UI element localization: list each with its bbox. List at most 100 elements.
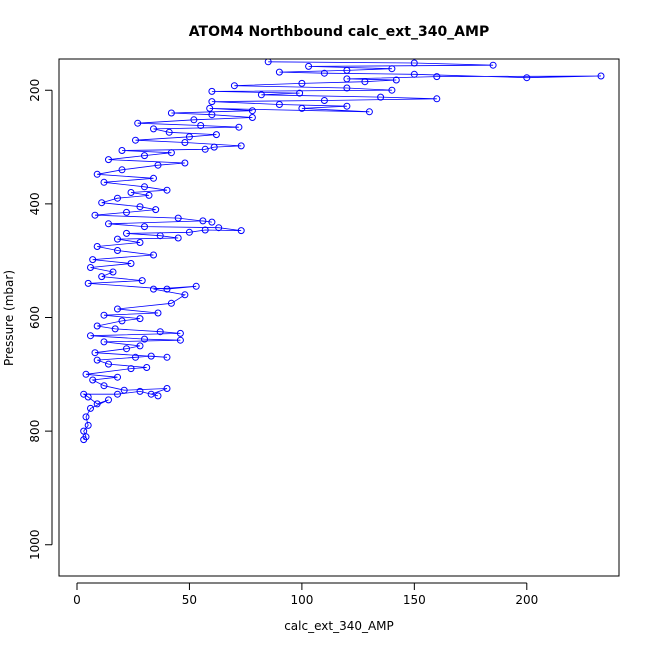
data-point xyxy=(208,111,216,119)
data-point xyxy=(201,226,209,234)
data-point xyxy=(143,364,151,371)
data-point xyxy=(343,75,351,83)
data-point xyxy=(237,227,245,235)
data-point xyxy=(523,74,531,82)
data-point xyxy=(163,385,171,392)
data-point xyxy=(192,282,200,290)
series-group xyxy=(80,59,605,444)
data-point xyxy=(163,285,171,293)
data-point xyxy=(185,133,193,141)
data-point xyxy=(152,206,160,214)
data-point xyxy=(136,342,144,350)
data-point xyxy=(98,199,106,207)
data-point xyxy=(87,264,94,271)
data-point xyxy=(123,229,130,237)
data-point xyxy=(167,109,175,117)
data-point xyxy=(176,329,184,337)
data-point xyxy=(365,108,373,116)
y-tick-label: 1000 xyxy=(28,529,42,560)
data-point xyxy=(147,390,155,398)
data-point xyxy=(597,72,605,80)
data-point xyxy=(489,61,497,69)
data-point xyxy=(114,194,121,202)
data-point xyxy=(114,390,121,398)
data-point xyxy=(298,79,306,87)
data-point xyxy=(82,370,90,378)
data-point xyxy=(114,247,121,254)
data-point xyxy=(208,218,216,226)
data-point xyxy=(114,305,121,313)
data-point xyxy=(248,114,256,121)
data-point xyxy=(118,317,126,325)
data-point xyxy=(275,68,283,76)
data-point xyxy=(176,336,184,344)
data-point xyxy=(181,291,189,299)
x-axis-label: calc_ext_340_AMP xyxy=(284,619,394,633)
data-point xyxy=(212,131,220,139)
data-point xyxy=(174,214,182,222)
chart-title: ATOM4 Northbound calc_ext_340_AMP xyxy=(189,24,489,40)
data-point xyxy=(320,69,328,77)
data-point xyxy=(147,352,155,360)
data-point xyxy=(141,183,148,191)
data-point xyxy=(156,328,164,336)
data-point xyxy=(150,174,157,182)
x-tick-label: 200 xyxy=(515,593,538,607)
data-point xyxy=(298,104,306,112)
data-point xyxy=(82,433,90,441)
data-point xyxy=(141,223,148,231)
x-tick-label: 150 xyxy=(403,593,426,607)
data-point xyxy=(174,234,182,242)
data-point xyxy=(163,186,171,194)
data-point xyxy=(388,86,396,94)
data-point xyxy=(237,142,245,150)
data-point xyxy=(154,161,162,169)
y-axis-label: Pressure (mbar) xyxy=(2,270,16,366)
data-point xyxy=(105,156,112,164)
data-point xyxy=(93,170,101,178)
axes: 0 50 100 150 200 200 400 600 800 1000 xyxy=(28,79,538,607)
data-point xyxy=(392,76,400,84)
y-tick-label: 600 xyxy=(28,306,42,329)
data-point xyxy=(208,87,216,95)
data-point xyxy=(100,382,108,390)
y-tick-label: 800 xyxy=(28,420,42,443)
data-point xyxy=(141,335,148,343)
data-point xyxy=(136,315,144,323)
data-point xyxy=(154,309,162,317)
data-point xyxy=(275,101,283,108)
data-point xyxy=(114,373,121,381)
data-point xyxy=(433,73,441,81)
data-point xyxy=(163,353,171,361)
data-point xyxy=(167,149,175,157)
data-point xyxy=(377,93,385,101)
data-point xyxy=(105,220,112,228)
data-point xyxy=(120,386,128,394)
data-point xyxy=(433,95,441,103)
data-point xyxy=(181,139,189,146)
data-point xyxy=(150,251,157,259)
data-point xyxy=(296,89,304,97)
data-point xyxy=(87,332,94,340)
data-point xyxy=(118,147,126,154)
data-point xyxy=(210,143,218,151)
data-point xyxy=(93,356,101,364)
data-point xyxy=(132,353,139,361)
data-point xyxy=(123,345,130,353)
data-point xyxy=(134,119,142,127)
data-point xyxy=(235,123,243,131)
data-point xyxy=(201,145,209,153)
data-point xyxy=(89,376,97,384)
data-point xyxy=(388,65,396,73)
x-tick-label: 50 xyxy=(182,593,197,607)
data-point xyxy=(93,322,101,330)
data-point xyxy=(91,349,99,357)
data-point xyxy=(343,102,351,110)
data-point xyxy=(320,97,328,104)
data-point xyxy=(141,152,148,160)
data-point xyxy=(127,365,135,373)
data-point xyxy=(127,260,135,267)
data-point xyxy=(91,211,99,219)
data-point xyxy=(84,421,92,429)
